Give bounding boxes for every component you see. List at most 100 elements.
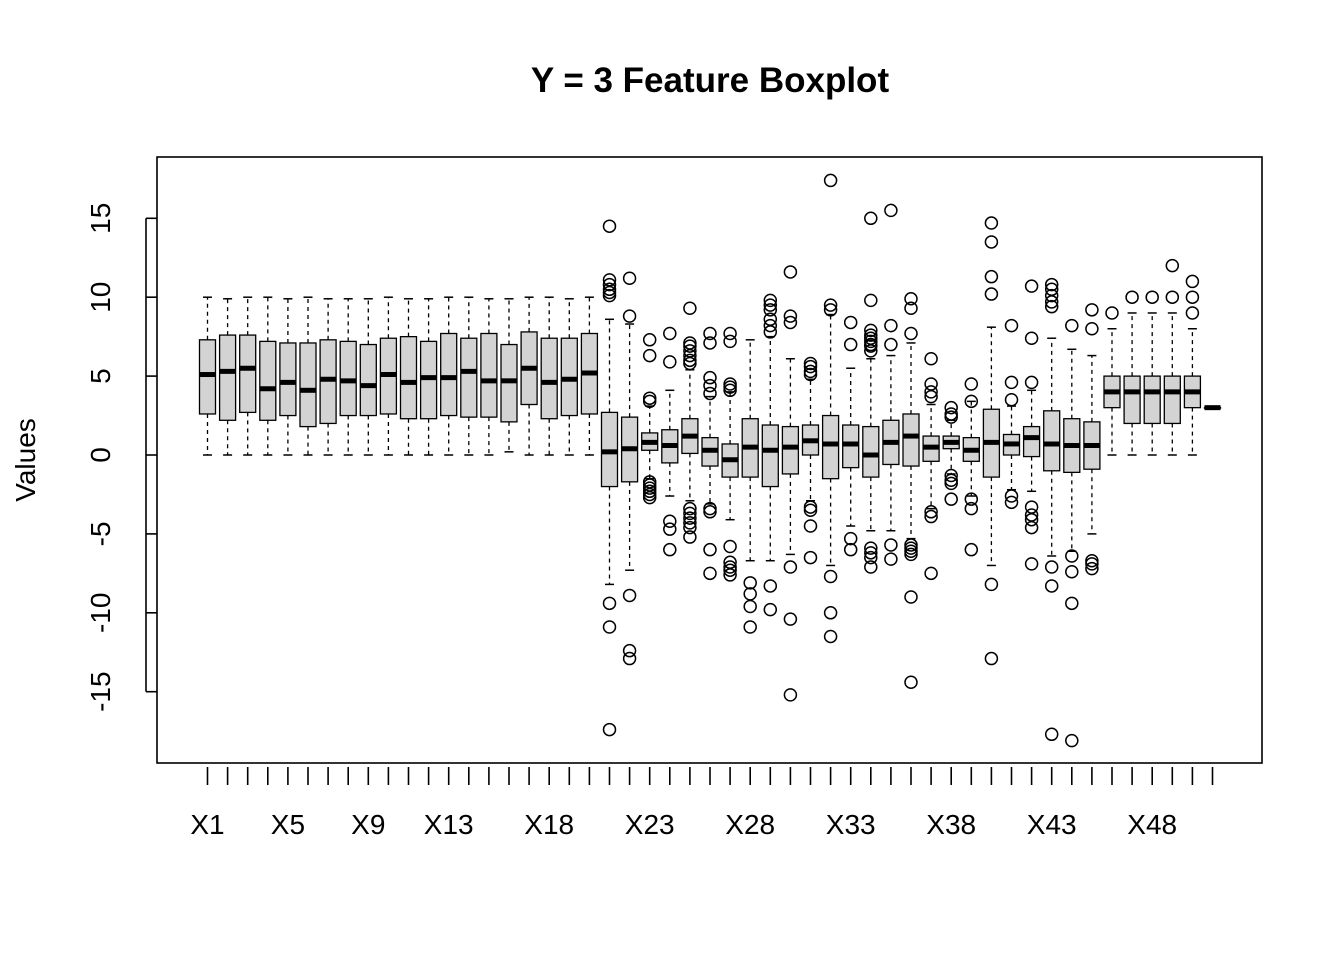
outlier-point bbox=[1185, 306, 1200, 320]
box-x20 bbox=[580, 296, 599, 456]
box-x33 bbox=[842, 315, 860, 557]
outlier-point bbox=[803, 500, 818, 514]
box-x31 bbox=[801, 356, 820, 565]
outlier-point bbox=[864, 328, 878, 342]
outlier-point bbox=[823, 606, 838, 620]
outlier-point bbox=[1105, 306, 1119, 320]
x-tick-label: X28 bbox=[725, 809, 775, 840]
box-iqr bbox=[480, 332, 498, 418]
outlier-point bbox=[1065, 549, 1079, 563]
box-x48 bbox=[1143, 290, 1161, 456]
box-iqr bbox=[359, 343, 377, 417]
y-tick-label: -15 bbox=[85, 671, 116, 711]
box-iqr bbox=[1163, 375, 1181, 425]
outlier-point bbox=[723, 568, 737, 582]
outlier-point bbox=[924, 509, 938, 524]
box-iqr bbox=[259, 340, 277, 421]
outlier-point bbox=[1024, 375, 1039, 390]
outlier-point bbox=[683, 501, 697, 516]
box-iqr bbox=[440, 332, 458, 417]
outlier-point bbox=[763, 318, 778, 333]
outlier-point bbox=[763, 602, 778, 617]
x-tick-label: X33 bbox=[826, 809, 876, 840]
outlier-point bbox=[864, 293, 878, 308]
outlier-point bbox=[1004, 375, 1019, 390]
outlier-point bbox=[1044, 295, 1059, 309]
outlier-point bbox=[904, 538, 918, 552]
outlier-point bbox=[803, 519, 818, 533]
box-x47 bbox=[1123, 290, 1141, 456]
outlier-point bbox=[642, 481, 657, 495]
box-iqr bbox=[1022, 425, 1041, 458]
box-x23 bbox=[641, 333, 659, 505]
box-iqr bbox=[761, 424, 779, 488]
outlier-point bbox=[904, 544, 918, 559]
outlier-point bbox=[723, 563, 737, 577]
x-tick-label: X18 bbox=[524, 809, 574, 840]
outlier-point bbox=[703, 566, 717, 581]
outlier-point bbox=[783, 612, 798, 626]
box-x24 bbox=[661, 326, 679, 557]
outlier-point bbox=[602, 219, 617, 233]
box-iqr bbox=[299, 342, 317, 428]
outlier-point bbox=[864, 323, 878, 338]
outlier-point bbox=[683, 339, 697, 353]
outlier-point bbox=[642, 333, 657, 347]
outlier-point bbox=[723, 380, 737, 394]
x-tick-label: X38 bbox=[926, 809, 976, 840]
outlier-point bbox=[944, 407, 958, 421]
box-x19 bbox=[560, 298, 578, 456]
outlier-point bbox=[944, 410, 958, 424]
outlier-point bbox=[683, 516, 697, 530]
box-iqr bbox=[460, 337, 478, 418]
outlier-point bbox=[1165, 258, 1180, 273]
x-tick-label: X9 bbox=[351, 809, 385, 840]
outlier-point bbox=[964, 394, 979, 409]
outlier-point bbox=[723, 539, 737, 554]
outlier-point bbox=[763, 325, 778, 339]
box-x39 bbox=[962, 377, 980, 557]
box-x44 bbox=[1063, 318, 1081, 748]
outlier-point bbox=[964, 542, 979, 557]
box-x45 bbox=[1083, 303, 1101, 576]
box-iqr bbox=[399, 335, 418, 420]
outlier-point bbox=[703, 542, 717, 557]
outlier-point bbox=[723, 326, 737, 341]
box-x28 bbox=[741, 339, 759, 634]
y-axis: 15 10 5 0 -5 -10 -15 bbox=[85, 203, 157, 712]
outlier-point bbox=[663, 326, 677, 341]
box-iqr bbox=[218, 334, 237, 421]
box-x11 bbox=[399, 298, 418, 456]
outlier-point bbox=[663, 514, 677, 529]
outlier-point bbox=[723, 383, 737, 398]
box-iqr bbox=[239, 334, 257, 414]
outlier-point bbox=[864, 541, 878, 555]
x-tick-label: X23 bbox=[625, 809, 675, 840]
outlier-point bbox=[1044, 277, 1059, 292]
outlier-point bbox=[602, 620, 617, 634]
box-x3 bbox=[239, 296, 257, 456]
outlier-point bbox=[1085, 553, 1099, 568]
outlier-point bbox=[683, 353, 697, 368]
outlier-point bbox=[944, 476, 958, 491]
x-tick-label: X48 bbox=[1127, 809, 1177, 840]
outlier-point bbox=[703, 336, 717, 350]
outlier-point bbox=[1004, 495, 1019, 510]
outlier-point bbox=[703, 505, 717, 519]
box-x22 bbox=[620, 271, 639, 666]
outlier-point bbox=[823, 629, 838, 644]
box-iqr bbox=[1123, 375, 1141, 425]
box-x42 bbox=[1022, 279, 1041, 571]
outlier-point bbox=[683, 348, 697, 363]
outlier-point bbox=[803, 503, 818, 517]
box-iqr bbox=[821, 414, 840, 480]
outlier-point bbox=[904, 675, 918, 689]
outlier-point bbox=[803, 367, 818, 382]
box-x9 bbox=[359, 298, 377, 456]
box-x29 bbox=[761, 293, 779, 617]
x-tick-label: X1 bbox=[190, 809, 224, 840]
box-x43 bbox=[1043, 277, 1061, 742]
outlier-point bbox=[944, 468, 958, 483]
outlier-point bbox=[763, 579, 778, 593]
